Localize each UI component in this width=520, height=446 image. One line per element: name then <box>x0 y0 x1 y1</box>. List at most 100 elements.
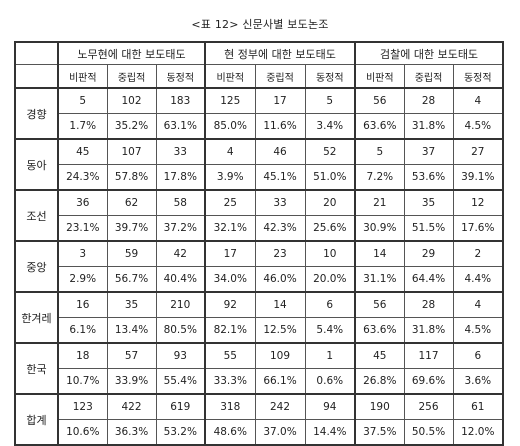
percent-cell: 36.3% <box>106 419 157 446</box>
subheader-cell: 동정적 <box>452 64 504 89</box>
percent-cell: 63.6% <box>354 113 405 140</box>
percent-cell: 3.6% <box>452 368 504 395</box>
count-cell: 33 <box>254 189 306 216</box>
count-cell: 5 <box>304 87 356 114</box>
percent-cell: 69.6% <box>403 368 454 395</box>
subheader-cell: 동정적 <box>304 64 356 89</box>
percent-cell: 64.4% <box>403 266 454 293</box>
count-cell: 619 <box>155 393 206 420</box>
subheader-cell: 비판적 <box>57 64 108 89</box>
newspaper-name: 조선 <box>14 189 59 242</box>
count-cell: 52 <box>304 138 356 165</box>
count-cell: 4 <box>452 291 504 318</box>
count-cell: 5 <box>354 138 405 165</box>
percent-cell: 17.6% <box>452 215 504 242</box>
percent-cell: 34.0% <box>204 266 256 293</box>
count-cell: 1 <box>304 342 356 369</box>
count-cell: 2 <box>452 240 504 267</box>
subheader-cell: 비판적 <box>354 64 405 89</box>
count-cell: 29 <box>403 240 454 267</box>
press-tone-table: 노무현에 대한 보도태도 현 정부에 대한 보도태도 검찰에 대한 보도태도 비… <box>14 41 505 446</box>
percent-cell: 56.7% <box>106 266 157 293</box>
percent-cell: 57.8% <box>106 164 157 191</box>
count-cell: 210 <box>155 291 206 318</box>
count-row: 중앙 3 59 42 17 23 10 14 29 2 <box>14 240 504 293</box>
percent-cell: 50.5% <box>403 419 454 446</box>
percent-cell: 11.6% <box>254 113 306 140</box>
percent-cell: 40.4% <box>155 266 206 293</box>
count-cell: 23 <box>254 240 306 267</box>
subheader-cell: 중립적 <box>403 64 454 89</box>
percent-row: 10.7% 33.9% 55.4% 33.3% 66.1% 0.6% 26.8% 69.6% 3… <box>15 368 504 395</box>
count-cell: 3 <box>57 240 108 267</box>
percent-cell: 46.0% <box>254 266 306 293</box>
count-row: 경향 5 102 183 125 17 5 56 28 4 <box>14 87 504 140</box>
count-cell: 190 <box>354 393 405 420</box>
count-cell: 10 <box>304 240 356 267</box>
percent-cell: 3.4% <box>304 113 356 140</box>
table-caption: <표 12> 신문사별 보도논조 <box>191 18 329 31</box>
percent-cell: 12.0% <box>452 419 504 446</box>
percent-cell: 39.7% <box>106 215 157 242</box>
newspaper-name: 중앙 <box>14 240 59 293</box>
percent-cell: 31.8% <box>403 317 454 344</box>
count-cell: 35 <box>106 291 157 318</box>
percent-cell: 25.6% <box>304 215 356 242</box>
count-cell: 109 <box>254 342 306 369</box>
table-body: 경향 5 102 183 125 17 5 56 28 4 1.7% 35.2% 63.1% 85.0% 1… <box>14 87 504 446</box>
count-cell: 17 <box>254 87 306 114</box>
count-cell: 61 <box>452 393 504 420</box>
percent-cell: 4.5% <box>452 317 504 344</box>
percent-cell: 13.4% <box>106 317 157 344</box>
count-cell: 56 <box>354 87 405 114</box>
count-cell: 107 <box>106 138 157 165</box>
percent-cell: 5.4% <box>304 317 356 344</box>
group-header-government: 현 정부에 대한 보도태도 <box>203 41 356 65</box>
count-cell: 46 <box>254 138 306 165</box>
count-cell: 16 <box>57 291 108 318</box>
percent-cell: 51.0% <box>304 164 356 191</box>
percent-cell: 30.9% <box>354 215 405 242</box>
count-cell: 62 <box>106 189 157 216</box>
count-cell: 6 <box>452 342 504 369</box>
corner-cell <box>14 64 59 89</box>
count-cell: 25 <box>204 189 256 216</box>
count-row: 한겨레 16 35 210 92 14 6 56 28 4 <box>14 291 504 344</box>
percent-cell: 37.0% <box>254 419 306 446</box>
count-cell: 20 <box>304 189 356 216</box>
percent-row: 10.6% 36.3% 53.2% 48.6% 37.0% 14.4% 37.5% 50.5%… <box>15 419 504 446</box>
percent-row: 1.7% 35.2% 63.1% 85.0% 11.6% 3.4% 63.6% 31.8% 4.… <box>15 113 504 140</box>
count-cell: 36 <box>57 189 108 216</box>
percent-cell: 31.8% <box>403 113 454 140</box>
count-cell: 57 <box>106 342 157 369</box>
percent-cell: 0.6% <box>304 368 356 395</box>
count-cell: 125 <box>204 87 256 114</box>
percent-cell: 10.7% <box>57 368 108 395</box>
subheader-cell: 중립적 <box>106 64 157 89</box>
percent-cell: 1.7% <box>57 113 108 140</box>
count-cell: 35 <box>403 189 454 216</box>
count-cell: 45 <box>57 138 108 165</box>
sub-header-row: 비판적 중립적 동정적 비판적 중립적 동정적 비판적 중립적 동정적 <box>14 64 504 89</box>
newspaper-name: 경향 <box>14 87 59 140</box>
percent-cell: 55.4% <box>155 368 206 395</box>
count-cell: 123 <box>57 393 108 420</box>
percent-cell: 85.0% <box>204 113 256 140</box>
percent-cell: 10.6% <box>57 419 108 446</box>
percent-cell: 53.2% <box>155 419 206 446</box>
percent-cell: 66.1% <box>254 368 306 395</box>
percent-cell: 51.5% <box>403 215 454 242</box>
newspaper-name: 합계 <box>14 393 59 446</box>
percent-cell: 32.1% <box>204 215 256 242</box>
percent-cell: 4.4% <box>452 266 504 293</box>
count-cell: 4 <box>452 87 504 114</box>
count-cell: 42 <box>155 240 206 267</box>
percent-row: 2.9% 56.7% 40.4% 34.0% 46.0% 20.0% 31.1% 64.4% 4… <box>15 266 504 293</box>
group-header-roh: 노무현에 대한 보도태도 <box>57 41 206 65</box>
percent-cell: 35.2% <box>106 113 157 140</box>
subheader-cell: 비판적 <box>204 64 256 89</box>
count-cell: 21 <box>354 189 405 216</box>
newspaper-name: 한겨레 <box>14 291 59 344</box>
count-cell: 33 <box>155 138 206 165</box>
count-row: 한국 18 57 93 55 109 1 45 117 6 <box>14 342 504 395</box>
